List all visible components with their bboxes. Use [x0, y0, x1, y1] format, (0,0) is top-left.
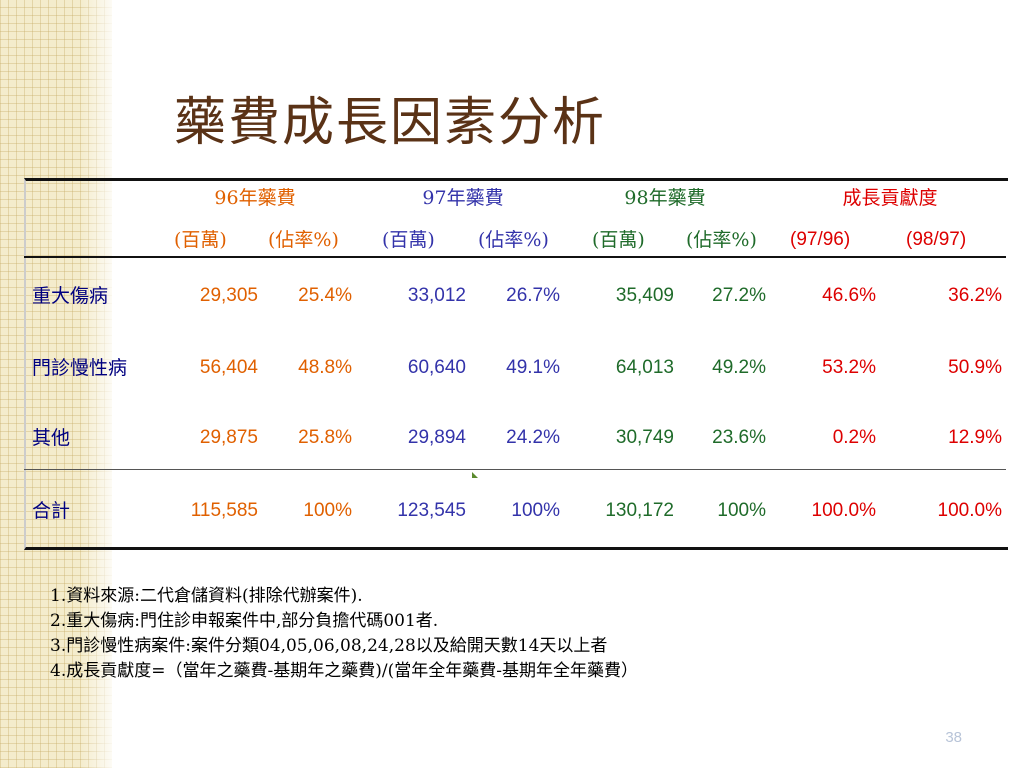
- cell-c2: 36.2%: [948, 285, 1002, 306]
- footnote: 1.資料來源:二代倉儲資料(排除代辦案件).: [50, 586, 363, 606]
- cell-v98: 64,013: [615, 357, 674, 378]
- header-y98: 98年藥費: [624, 187, 706, 209]
- cell-p96: 48.8%: [298, 357, 352, 378]
- cell-c2: 50.9%: [948, 357, 1002, 378]
- header-unit-96: (百萬): [174, 229, 227, 251]
- cell-p98: 23.6%: [712, 427, 766, 448]
- cell-p97: 49.1%: [506, 357, 560, 378]
- header-y96: 96年藥費: [214, 187, 296, 209]
- cell-p97: 100%: [511, 500, 560, 521]
- footnote: 4.成長貢獻度=（當年之藥費-基期年之藥費)/(當年全年藥費-基期年全年藥費）: [50, 661, 638, 681]
- cell-p96: 25.4%: [298, 285, 352, 306]
- row-label-total: 合計: [32, 500, 71, 522]
- header-share-96: (佔率%): [268, 229, 339, 251]
- cell-v97: 60,640: [407, 357, 466, 378]
- data-table: [24, 178, 1008, 550]
- header-unit-97: (百萬): [382, 229, 435, 251]
- page-title: 藥費成長因素分析: [174, 93, 607, 153]
- header-c9796: (97/96): [790, 229, 851, 250]
- cell-p96: 100%: [303, 500, 352, 521]
- header-share-97: (佔率%): [478, 229, 549, 251]
- total-divider: [24, 469, 1006, 470]
- cell-c2: 100.0%: [937, 500, 1002, 521]
- cell-p96: 25.8%: [298, 427, 352, 448]
- row-label: 重大傷病: [32, 285, 109, 307]
- cell-v98: 35,409: [615, 285, 674, 306]
- cell-p97: 26.7%: [506, 285, 560, 306]
- cell-v98: 30,749: [615, 427, 674, 448]
- cell-p98: 27.2%: [712, 285, 766, 306]
- footnote: 3.門診慢性病案件:案件分類04,05,06,08,24,28以及給開天數14天…: [50, 636, 608, 656]
- header-divider: [24, 256, 1006, 258]
- header-c9897: (98/97): [906, 229, 967, 250]
- cell-v97: 33,012: [407, 285, 466, 306]
- cell-v96: 115,585: [190, 500, 258, 521]
- footnotes: 1.資料來源:二代倉儲資料(排除代辦案件). 2.重大傷病:門住診申報案件中,部…: [50, 584, 638, 684]
- row-label: 門診慢性病: [32, 357, 128, 379]
- cell-v97: 29,894: [407, 427, 466, 448]
- cell-v98: 130,172: [605, 500, 674, 521]
- header-contrib: 成長貢獻度: [842, 187, 938, 209]
- header-share-98: (佔率%): [686, 229, 757, 251]
- cell-c1: 46.6%: [822, 285, 876, 306]
- cell-p97: 24.2%: [506, 427, 560, 448]
- page-number: 38: [945, 729, 962, 746]
- header-y97: 97年藥費: [422, 187, 504, 209]
- cell-c1: 0.2%: [832, 427, 876, 448]
- cell-v96: 29,875: [199, 427, 258, 448]
- cell-c1: 53.2%: [822, 357, 876, 378]
- cell-p98: 100%: [717, 500, 766, 521]
- cell-c2: 12.9%: [948, 427, 1002, 448]
- header-unit-98: (百萬): [592, 229, 645, 251]
- cell-v96: 56,404: [199, 357, 258, 378]
- cell-c1: 100.0%: [811, 500, 876, 521]
- footnote: 2.重大傷病:門住診申報案件中,部分負擔代碼001者.: [50, 611, 439, 631]
- cell-v97: 123,545: [397, 500, 466, 521]
- decorative-pattern-fade: [80, 0, 120, 768]
- row-label: 其他: [32, 427, 71, 449]
- cell-v96: 29,305: [199, 285, 258, 306]
- cell-p98: 49.2%: [712, 357, 766, 378]
- cell-marker: [472, 472, 478, 478]
